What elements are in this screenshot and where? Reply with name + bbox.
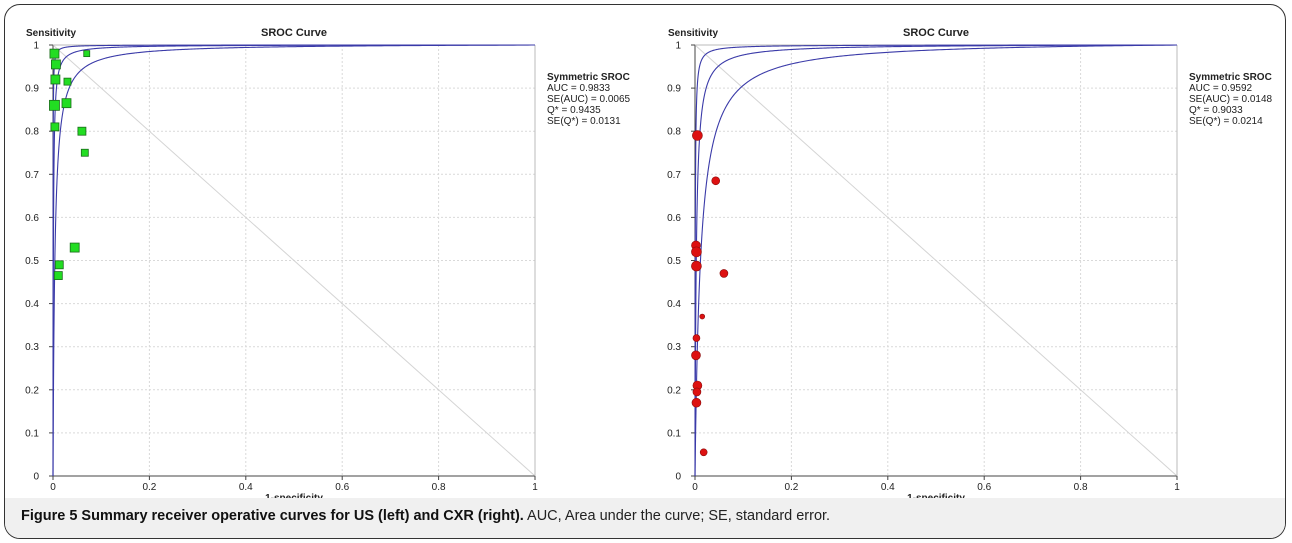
study-point-square — [69, 242, 80, 253]
study-point-square — [63, 77, 72, 86]
figure-frame — [4, 4, 1286, 539]
y-tick-label: 0.2 — [667, 385, 681, 396]
x-tick-label: 0.4 — [239, 482, 253, 493]
sroc-curve — [694, 44, 1178, 476]
y-tick-label: 0.9 — [667, 84, 681, 95]
study-point-square — [50, 74, 61, 85]
study-point-circle — [719, 269, 729, 278]
x-tick-label: 0.2 — [784, 482, 798, 493]
x-tick-label: 0.4 — [881, 482, 895, 493]
y-tick-label: 0 — [675, 472, 681, 483]
sroc-chart-us: 0 0.1 0.2 0.3 0.4 0.5 0.6 0.7 0.8 0.9 1 0 0.2 0.4 0.6 0… — [25, 27, 631, 504]
study-point-square — [50, 59, 61, 70]
caption-text: AUC, Area under the curve; SE, standard … — [523, 508, 831, 524]
study-point-square — [77, 126, 87, 136]
stats-line: Q* = 0.9033 — [1189, 105, 1243, 116]
y-tick-label: 0.5 — [25, 256, 39, 267]
study-point-circle — [691, 350, 701, 361]
study-point-square — [49, 48, 60, 59]
y-tick-label: 0.3 — [25, 342, 39, 353]
y-tick-label: 0 — [33, 472, 39, 483]
y-tick-label: 0.4 — [25, 299, 39, 310]
study-point-square — [54, 260, 64, 270]
study-point-circle — [691, 397, 702, 408]
grid — [52, 44, 536, 477]
x-tick-label: 1 — [532, 482, 538, 493]
caption-label: Figure 5 Summary receiver operative curv… — [21, 508, 524, 524]
study-point-square — [50, 122, 60, 132]
chart-title: SROC Curve — [903, 27, 969, 39]
y-tick-label: 0.6 — [25, 213, 39, 224]
y-tick-label: 0.4 — [667, 299, 681, 310]
y-tick-label: 0.1 — [25, 428, 39, 439]
stats-title: Symmetric SROC — [1189, 72, 1272, 83]
study-point-circle — [692, 387, 702, 397]
study-point-square — [49, 99, 60, 111]
stats-line: SE(Q*) = 0.0131 — [547, 116, 621, 127]
study-point-circle — [699, 313, 706, 320]
y-tick-label: 1 — [33, 41, 39, 52]
y-tick-label: 0.6 — [667, 213, 681, 224]
stats-line: Q* = 0.9435 — [547, 105, 601, 116]
sroc-curve — [694, 44, 1177, 476]
study-point-circle — [699, 448, 708, 457]
study-point-square — [61, 98, 72, 109]
sroc-chart-cxr: 0 0.1 0.2 0.3 0.4 0.5 0.6 0.7 0.8 0.9 1 0 0.2 0.4 0.6 0… — [667, 27, 1273, 504]
y-tick-label: 0.1 — [667, 428, 681, 439]
chart-title: SROC Curve — [261, 27, 327, 39]
y-tick-label: 0.2 — [25, 385, 39, 396]
stats-line: SE(Q*) = 0.0214 — [1189, 116, 1263, 127]
stats-line: AUC = 0.9592 — [1189, 83, 1253, 94]
y-tick-label: 0.3 — [667, 342, 681, 353]
study-point-square — [83, 50, 91, 58]
x-tick-label: 0.8 — [1074, 482, 1088, 493]
study-point-square — [53, 271, 63, 280]
study-point-circle — [691, 246, 702, 258]
stats-line: SE(AUC) = 0.0065 — [547, 94, 631, 105]
sroc-curve — [52, 44, 536, 476]
x-tick-label: 0.6 — [977, 482, 991, 493]
x-tick-label: 0.2 — [142, 482, 156, 493]
x-tick-label: 0 — [50, 482, 56, 493]
grid — [694, 44, 1178, 477]
x-tick-label: 1 — [1174, 482, 1180, 493]
x-tick-label: 0.6 — [335, 482, 349, 493]
study-point-circle — [692, 334, 701, 342]
stats-title: Symmetric SROC — [547, 72, 630, 83]
study-point-circle — [711, 176, 721, 186]
y-tick-label: 1 — [675, 41, 681, 52]
study-point-square — [80, 148, 89, 157]
y-tick-label: 0.8 — [667, 127, 681, 138]
y-axis-title: Sensitivity — [668, 28, 718, 39]
stats-line: SE(AUC) = 0.0148 — [1189, 94, 1273, 105]
x-tick-label: 0 — [692, 482, 698, 493]
chance-diagonal — [52, 44, 536, 477]
caption-bar: Figure 5 Summary receiver operative curv… — [5, 498, 1285, 538]
stats-line: AUC = 0.9833 — [547, 83, 611, 94]
figure-caption: Figure 5 Summary receiver operative curv… — [21, 508, 830, 524]
figure-panels: 0 0.1 0.2 0.3 0.4 0.5 0.6 0.7 0.8 0.9 1 0 0.2 0.4 0.6 0… — [25, 27, 1273, 504]
y-tick-label: 0.5 — [667, 256, 681, 267]
x-tick-label: 0.8 — [432, 482, 446, 493]
y-axis-title: Sensitivity — [26, 28, 76, 39]
chance-diagonal — [694, 44, 1178, 477]
study-point-circle — [692, 130, 703, 141]
y-tick-label: 0.7 — [667, 170, 681, 181]
y-tick-label: 0.8 — [25, 127, 39, 138]
sroc-curve — [694, 44, 1178, 476]
study-point-circle — [691, 260, 702, 272]
y-tick-label: 0.7 — [25, 170, 39, 181]
y-tick-label: 0.9 — [25, 84, 39, 95]
